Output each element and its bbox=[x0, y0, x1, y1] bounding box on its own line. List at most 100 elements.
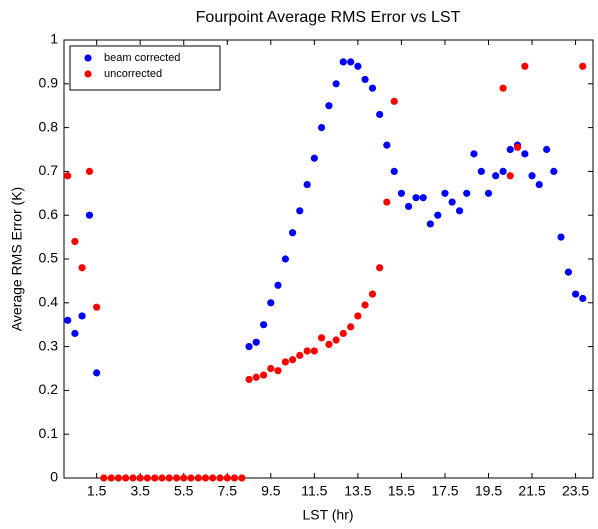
point bbox=[245, 375, 253, 384]
point bbox=[85, 167, 94, 175]
point bbox=[107, 474, 115, 482]
point bbox=[361, 301, 369, 309]
point bbox=[426, 220, 434, 228]
point bbox=[85, 211, 94, 219]
point bbox=[339, 329, 347, 338]
point bbox=[260, 321, 268, 329]
point bbox=[470, 150, 478, 158]
point bbox=[252, 373, 260, 381]
point bbox=[535, 180, 543, 189]
point bbox=[528, 172, 536, 180]
point bbox=[513, 143, 522, 151]
x-tick-label: 15.5 bbox=[388, 483, 415, 499]
point bbox=[303, 347, 311, 355]
point bbox=[172, 474, 181, 482]
point bbox=[397, 189, 406, 197]
point bbox=[521, 62, 529, 70]
point bbox=[288, 229, 297, 237]
point bbox=[579, 62, 587, 70]
point bbox=[347, 323, 355, 331]
point bbox=[71, 329, 79, 338]
point bbox=[194, 474, 202, 482]
point bbox=[506, 172, 514, 180]
point bbox=[274, 367, 282, 375]
point bbox=[332, 336, 340, 344]
x-tick-label: 19.5 bbox=[475, 483, 502, 499]
point bbox=[317, 334, 326, 342]
x-tick-label: 23.5 bbox=[562, 483, 589, 499]
x-tick-label: 11.5 bbox=[301, 483, 327, 499]
point bbox=[419, 194, 427, 202]
point bbox=[143, 474, 151, 482]
legend-label: beam corrected bbox=[104, 52, 180, 64]
point bbox=[93, 303, 101, 311]
point bbox=[310, 154, 318, 162]
point bbox=[317, 124, 326, 132]
x-tick-label: 7.5 bbox=[218, 483, 238, 499]
point bbox=[274, 281, 282, 289]
y-axis-label: Average RMS Error (K) bbox=[9, 187, 25, 331]
point bbox=[376, 110, 384, 119]
point bbox=[412, 194, 420, 202]
point bbox=[332, 80, 340, 88]
y-tick-label: 0 bbox=[50, 469, 58, 485]
point bbox=[383, 141, 391, 149]
point bbox=[571, 290, 580, 298]
point bbox=[281, 255, 289, 263]
point bbox=[78, 264, 86, 272]
point bbox=[158, 474, 166, 482]
legend-label: uncorrected bbox=[104, 68, 162, 80]
point bbox=[325, 102, 333, 110]
y-tick-label: 0.2 bbox=[39, 381, 59, 397]
point bbox=[180, 474, 188, 482]
y-tick-label: 0.5 bbox=[39, 250, 59, 266]
point bbox=[383, 198, 391, 206]
point bbox=[114, 474, 123, 482]
point bbox=[64, 172, 72, 180]
x-tick-label: 5.5 bbox=[174, 483, 194, 499]
point bbox=[296, 207, 304, 215]
point bbox=[78, 312, 86, 320]
point bbox=[368, 290, 377, 298]
point bbox=[347, 58, 355, 66]
point bbox=[390, 97, 398, 105]
point bbox=[310, 347, 318, 355]
legend-box bbox=[69, 45, 221, 91]
point bbox=[521, 150, 529, 158]
point bbox=[434, 211, 442, 219]
point bbox=[252, 338, 260, 346]
point bbox=[390, 167, 398, 175]
point bbox=[499, 84, 507, 92]
point bbox=[376, 264, 384, 272]
point bbox=[368, 84, 377, 92]
x-tick-label: 21.5 bbox=[518, 483, 545, 499]
point bbox=[579, 294, 587, 303]
point bbox=[564, 268, 573, 276]
point bbox=[64, 316, 72, 324]
point bbox=[129, 474, 137, 482]
x-tick-label: 17.5 bbox=[431, 483, 458, 499]
point bbox=[405, 202, 413, 211]
x-axis-label: LST (hr) bbox=[302, 507, 353, 523]
x-tick-label: 3.5 bbox=[130, 483, 150, 499]
point bbox=[354, 62, 362, 70]
point bbox=[557, 233, 565, 241]
y-tick-label: 0.6 bbox=[39, 206, 59, 222]
point bbox=[499, 167, 507, 175]
point bbox=[484, 189, 493, 197]
point bbox=[238, 474, 246, 482]
point bbox=[136, 474, 144, 482]
point bbox=[100, 474, 108, 482]
point bbox=[543, 145, 551, 154]
point bbox=[260, 371, 268, 379]
point bbox=[303, 180, 311, 189]
x-tick-label: 1.5 bbox=[87, 483, 107, 499]
point bbox=[441, 189, 449, 197]
point bbox=[463, 189, 471, 197]
y-tick-label: 1 bbox=[50, 31, 58, 47]
y-tick-label: 0.7 bbox=[39, 162, 59, 178]
legend-marker bbox=[84, 70, 92, 78]
point bbox=[223, 474, 231, 482]
y-tick-label: 0.8 bbox=[39, 118, 59, 134]
point bbox=[477, 167, 485, 175]
